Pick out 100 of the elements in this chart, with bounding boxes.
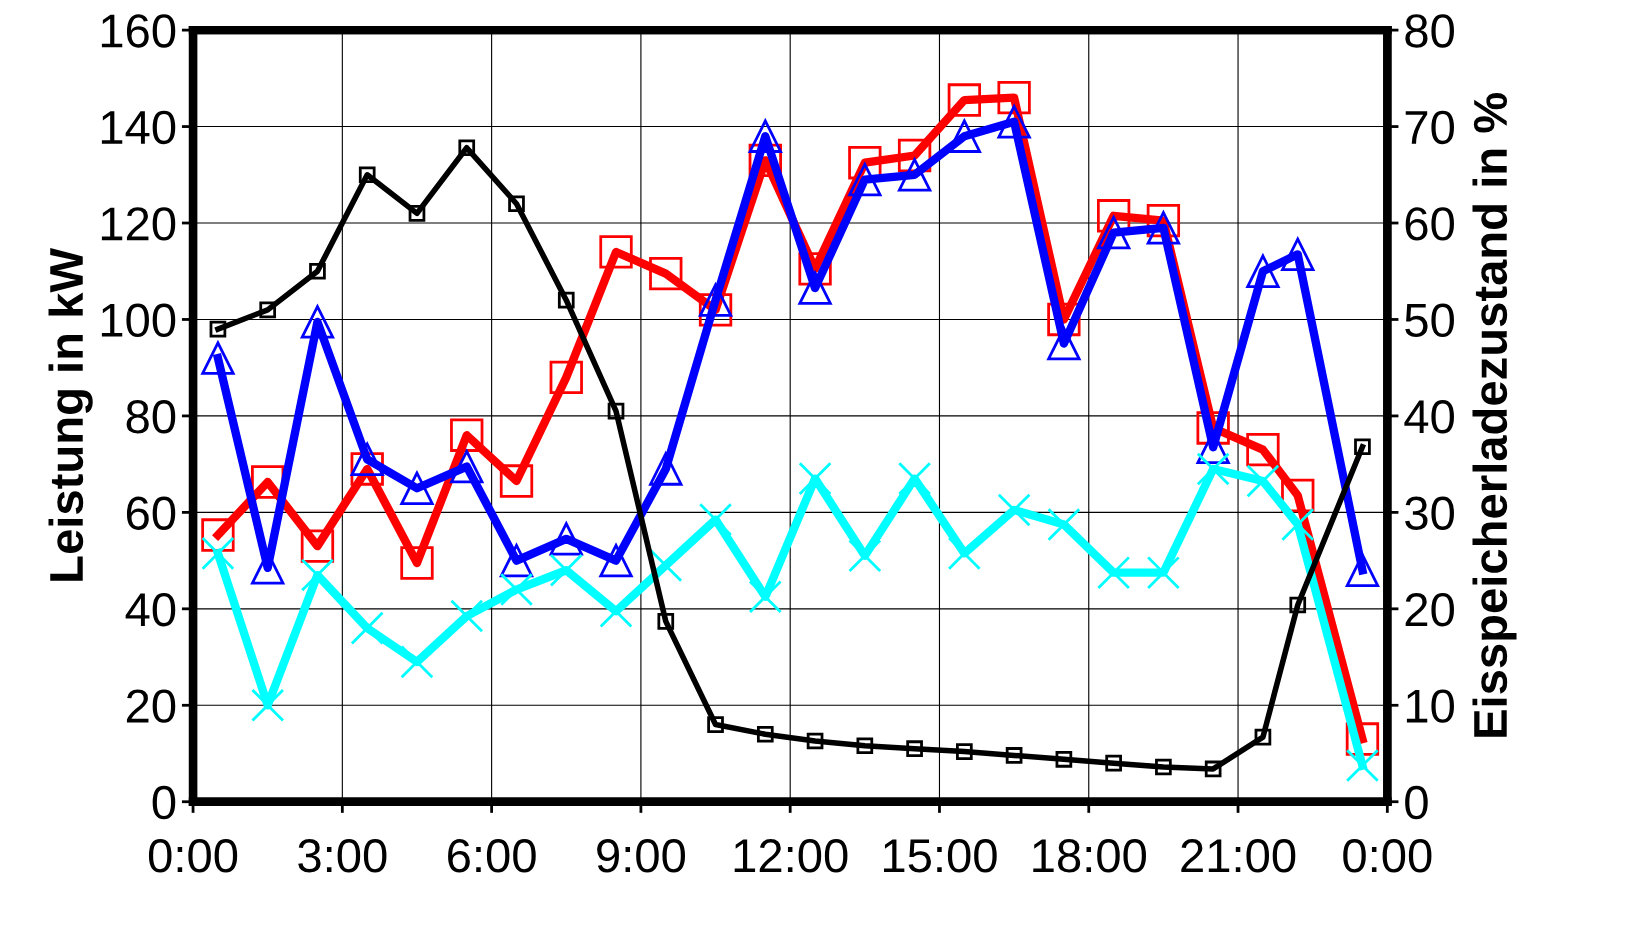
- point: [549, 522, 583, 556]
- point: [947, 536, 982, 571]
- point: [997, 105, 1031, 139]
- point: [1289, 596, 1307, 614]
- point: [458, 139, 476, 157]
- point: [956, 743, 973, 760]
- point: [450, 599, 484, 633]
- point: [649, 256, 683, 291]
- x-tick-label: 0:00: [1343, 839, 1432, 873]
- point: [748, 119, 782, 153]
- y2-tick-label: 60: [1405, 207, 1454, 241]
- point: [906, 740, 923, 758]
- point: [1005, 747, 1023, 764]
- point: [649, 452, 683, 486]
- point: [698, 281, 733, 317]
- point: [259, 301, 277, 319]
- point: [499, 464, 534, 498]
- y2-tick-label: 30: [1405, 496, 1454, 530]
- x-tick-label: 15:00: [883, 839, 997, 873]
- point: [1146, 211, 1181, 245]
- point: [806, 732, 824, 750]
- point: [300, 529, 335, 563]
- point: [1096, 555, 1131, 590]
- point: [599, 235, 633, 269]
- y-tick-label: 40: [125, 592, 176, 627]
- x-tick-label: 0:00: [148, 839, 238, 873]
- point: [1155, 758, 1172, 776]
- point: [557, 291, 575, 309]
- x-tick-label: 12:00: [734, 839, 848, 873]
- point: [309, 262, 326, 280]
- y-tick-label: 20: [126, 689, 176, 723]
- point: [947, 83, 982, 117]
- point: [549, 360, 583, 395]
- point: [549, 553, 583, 587]
- y2-axis-title: Eisspeicherladezustand in %: [1472, 93, 1517, 737]
- y-tick-label: 60: [126, 496, 176, 530]
- point: [350, 611, 384, 645]
- point: [1354, 438, 1371, 456]
- point: [358, 166, 376, 184]
- x-tick-label: 9:00: [597, 839, 686, 873]
- point: [1281, 507, 1315, 542]
- x-tick-label: 21:00: [1181, 839, 1296, 873]
- point: [499, 572, 534, 607]
- point: [599, 543, 633, 578]
- x-tick-label: 3:00: [298, 839, 387, 873]
- y2-tick-label: 20: [1405, 592, 1454, 627]
- y2-tick-label: 80: [1405, 14, 1454, 48]
- y-tick-label: 140: [101, 110, 176, 145]
- x-tick-label: 18:00: [1033, 839, 1146, 873]
- point: [400, 546, 434, 580]
- point: [1246, 464, 1280, 498]
- point: [450, 449, 484, 484]
- point: [607, 402, 625, 420]
- point: [408, 205, 426, 222]
- point: [649, 548, 683, 583]
- point: [1281, 237, 1315, 272]
- point: [748, 580, 782, 614]
- point: [798, 461, 832, 496]
- y-tick-label: 0: [152, 785, 176, 820]
- point: [856, 737, 874, 755]
- point: [1245, 252, 1281, 288]
- point: [1345, 553, 1380, 587]
- point: [1246, 433, 1280, 467]
- point: [201, 536, 235, 571]
- y-tick-label: 100: [101, 303, 176, 338]
- point: [300, 558, 335, 592]
- point: [1146, 555, 1181, 590]
- point: [848, 539, 882, 573]
- point: [947, 119, 982, 153]
- y-tick-label: 120: [101, 207, 176, 241]
- y-tick-label: 80: [126, 400, 176, 434]
- point: [300, 305, 335, 339]
- point: [798, 271, 832, 305]
- point: [698, 502, 733, 537]
- point: [251, 688, 285, 722]
- x-tick-label: 6:00: [448, 839, 536, 873]
- point: [450, 418, 484, 452]
- point: [997, 80, 1031, 115]
- point: [848, 162, 882, 197]
- y2-tick-label: 0: [1405, 785, 1428, 820]
- y2-tick-label: 10: [1406, 689, 1454, 723]
- point: [350, 442, 384, 476]
- point: [1096, 215, 1131, 250]
- point: [657, 613, 675, 630]
- point: [1254, 728, 1272, 746]
- point: [1047, 507, 1081, 542]
- point: [1204, 760, 1222, 778]
- point: [707, 716, 724, 733]
- point: [400, 645, 434, 679]
- point: [201, 341, 235, 375]
- y-axis-title: Leistung in kW: [48, 248, 93, 581]
- point: [508, 195, 525, 213]
- point: [997, 493, 1031, 527]
- y-tick-label: 160: [101, 14, 176, 48]
- point: [897, 158, 932, 192]
- point: [756, 725, 774, 743]
- y2-tick-label: 70: [1405, 110, 1454, 145]
- point: [1105, 754, 1122, 772]
- point: [209, 320, 227, 338]
- point: [1047, 326, 1081, 361]
